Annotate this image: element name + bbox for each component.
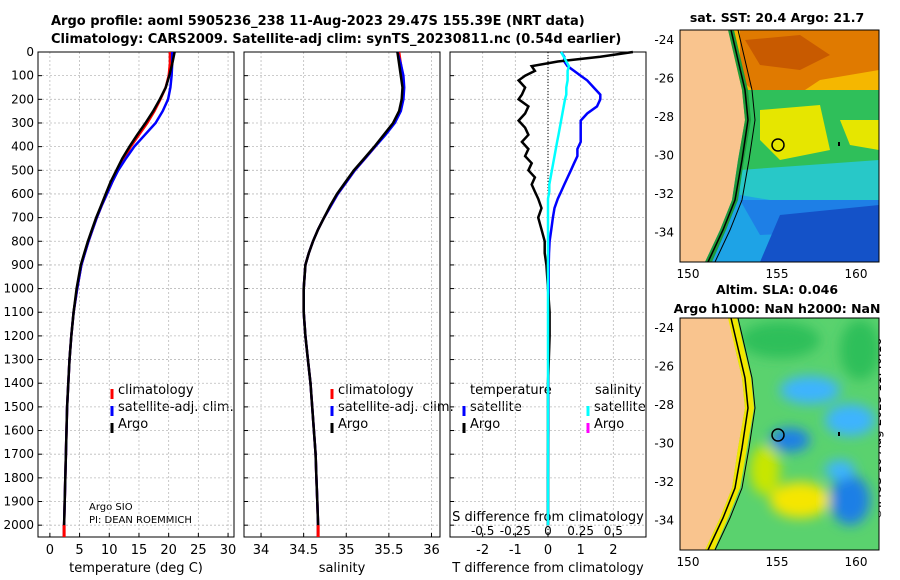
- y-tick-label: 900: [11, 258, 34, 272]
- y-tick-label: 1600: [3, 424, 34, 438]
- x-tick-label: 0: [46, 543, 54, 558]
- legend-diff-sal-argo: Argo: [594, 417, 625, 432]
- x-tick-label: -1: [509, 543, 522, 558]
- x2-tick-label: 0.5: [604, 524, 623, 538]
- sst-map-title: sat. SST: 20.4 Argo: 21.7: [689, 10, 865, 25]
- map-lat-tick-label: -30: [654, 437, 674, 451]
- x-axis-label: T difference from climatology: [451, 561, 644, 576]
- legend-t-argo: Argo: [118, 417, 149, 432]
- x-tick-label: 5: [75, 543, 83, 558]
- map-lat-tick-label: -34: [654, 514, 674, 528]
- x2-tick-label: 0.25: [567, 524, 594, 538]
- y-tick-label: 1000: [3, 282, 34, 296]
- map-lon-tick-label: 160: [845, 555, 868, 569]
- x2-tick-label: -0.25: [500, 524, 531, 538]
- y-tick-label: 700: [11, 211, 34, 225]
- y-tick-label: 800: [11, 234, 34, 248]
- legend-diff-temp-header: temperature: [470, 383, 552, 398]
- map-lat-tick-label: -32: [654, 187, 674, 201]
- panel-frame: [37, 51, 235, 538]
- map-lat-tick-label: -28: [654, 110, 674, 124]
- series-line-climatology: [302, 51, 405, 537]
- x-tick-label: 10: [101, 543, 118, 558]
- legend-t-climatology: climatology: [118, 383, 194, 398]
- sst-argo-location-marker: [771, 138, 785, 152]
- map-lat-tick-label: -28: [654, 398, 674, 412]
- x2-tick-label: -0.5: [471, 524, 494, 538]
- map-lat-tick-label: -24: [654, 33, 674, 47]
- sla-map: [679, 317, 880, 551]
- map-lat-tick-label: -30: [654, 149, 674, 163]
- credit-line-1: Argo SIO: [89, 502, 133, 513]
- x-tick-label: 0: [544, 543, 552, 558]
- sst-map: [679, 29, 880, 263]
- y-tick-label: 1800: [3, 471, 34, 485]
- y-tick-label: 2000: [3, 518, 34, 532]
- temperature-profile: 0 5 10 15 20 25 30 temperature (deg C) 0 100 200 30…: [3, 45, 236, 576]
- series-line-argo: [302, 51, 404, 537]
- x-tick-label: 34.5: [289, 543, 318, 558]
- x-tick-label: 25: [190, 543, 207, 558]
- x-tick-label: 20: [160, 543, 177, 558]
- y-tick-label: 1400: [3, 376, 34, 390]
- salinity-profile: 34 34.5 35 35.5 36 salinity: [243, 51, 441, 576]
- map-lon-tick-label: 160: [845, 267, 868, 281]
- legend-s-climatology: climatology: [338, 383, 414, 398]
- y-tick-label: 1500: [3, 400, 34, 414]
- map-lat-tick-label: -24: [654, 321, 674, 335]
- y-tick-label: 100: [11, 69, 34, 83]
- legend-diff-sal-satellite: satellite: [594, 400, 646, 415]
- y-tick-label: 200: [11, 92, 34, 106]
- legend-t-satellite: satellite-adj. clim.: [118, 400, 234, 415]
- map-lon-tick-label: 155: [766, 555, 789, 569]
- x-tick-label: 36: [423, 543, 440, 558]
- x-tick-label: 2: [609, 543, 617, 558]
- y-tick-label: 1100: [3, 305, 34, 319]
- credit-line-2: PI: DEAN ROEMMICH: [89, 515, 192, 526]
- y-tick-label: 400: [11, 140, 34, 154]
- x-tick-label: 15: [131, 543, 148, 558]
- y-tick-label: 1200: [3, 329, 34, 343]
- y-tick-label: 500: [11, 163, 34, 177]
- map-lat-tick-label: -26: [654, 72, 674, 86]
- header-line-2: Climatology: CARS2009. Satellite-adj cli…: [51, 32, 622, 47]
- x-tick-label: 1: [577, 543, 585, 558]
- series-line-salinity-satellite: [546, 51, 571, 526]
- legend-s-argo: Argo: [338, 417, 369, 432]
- x-tick-label: 35.5: [374, 543, 403, 558]
- y-tick-label: 300: [11, 116, 34, 130]
- x2-tick-label: 0: [544, 524, 552, 538]
- panel-frame: [243, 51, 441, 538]
- x-axis-label: salinity: [319, 561, 366, 576]
- sla-argo-location-marker: [771, 428, 785, 442]
- x-axis-label: temperature (deg C): [69, 561, 203, 576]
- x-tick-label: 34: [253, 543, 270, 558]
- y-tick-label: 0: [26, 45, 34, 59]
- map-lat-tick-label: -26: [654, 360, 674, 374]
- sla-map-title-2: Argo h1000: NaN h2000: NaN: [673, 301, 881, 316]
- legend-s-satellite: satellite-adj. clim.: [338, 400, 454, 415]
- x-tick-label: -2: [476, 543, 489, 558]
- map-lat-tick-label: -32: [654, 475, 674, 489]
- series-line-satellite-adj-clim-: [62, 52, 174, 537]
- y-tick-label: 1700: [3, 447, 34, 461]
- y-tick-label: 1300: [3, 353, 34, 367]
- header-line-1: Argo profile: aoml 5905236_238 11-Aug-20…: [51, 14, 585, 29]
- series-line-argo: [62, 51, 176, 537]
- x-tick-label: 30: [220, 543, 237, 558]
- map-lon-tick-label: 150: [677, 267, 700, 281]
- y-tick-label: 600: [11, 187, 34, 201]
- legend-diff-sal-header: salinity: [595, 383, 642, 398]
- x-tick-label: 35: [338, 543, 355, 558]
- legend-diff-temp-satellite: satellite: [470, 400, 522, 415]
- legend-diff-temp-argo: Argo: [470, 417, 501, 432]
- map-lat-tick-label: -34: [654, 226, 674, 240]
- map-lon-tick-label: 150: [677, 555, 700, 569]
- sla-map-title-1: Altim. SLA: 0.046: [715, 282, 839, 297]
- map-lon-tick-label: 155: [766, 267, 789, 281]
- y-tick-label: 1900: [3, 495, 34, 509]
